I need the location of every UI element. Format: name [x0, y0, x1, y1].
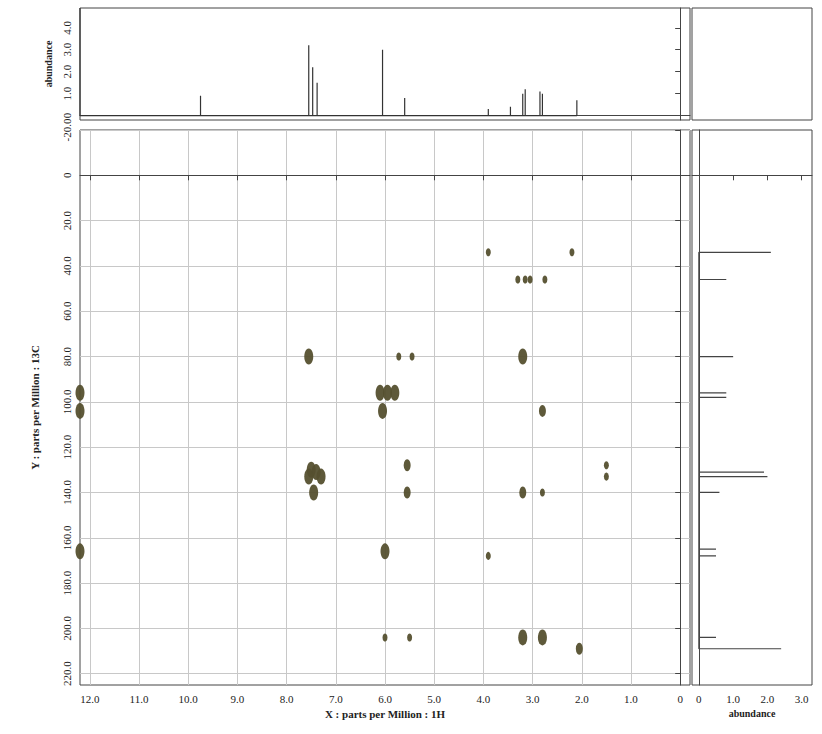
svg-text:X : parts per Million : 1H: X : parts per Million : 1H	[325, 708, 446, 720]
svg-text:3.0: 3.0	[526, 693, 540, 705]
svg-text:140.0: 140.0	[61, 480, 73, 505]
svg-text:40.0: 40.0	[61, 256, 73, 276]
svg-text:0: 0	[677, 693, 683, 705]
svg-text:4.0: 4.0	[61, 20, 73, 34]
svg-text:5.0: 5.0	[427, 693, 441, 705]
svg-text:2.0: 2.0	[61, 64, 73, 78]
svg-text:8.0: 8.0	[280, 693, 294, 705]
svg-text:abundance: abundance	[729, 708, 776, 719]
svg-text:2.0: 2.0	[575, 693, 589, 705]
svg-text:0: 0	[61, 112, 73, 118]
svg-text:3.0: 3.0	[795, 693, 809, 705]
svg-text:4.0: 4.0	[477, 693, 491, 705]
svg-text:60.0: 60.0	[61, 301, 73, 321]
svg-text:3.0: 3.0	[61, 42, 73, 56]
svg-text:0: 0	[61, 172, 73, 178]
svg-text:1.0: 1.0	[624, 693, 638, 705]
svg-text:12.0: 12.0	[80, 693, 100, 705]
svg-text:160.0: 160.0	[61, 525, 73, 550]
svg-text:0: 0	[696, 693, 702, 705]
svg-text:80.0: 80.0	[61, 346, 73, 366]
svg-text:220.0: 220.0	[61, 661, 73, 686]
svg-text:-20.0: -20.0	[61, 118, 73, 141]
svg-text:1.0: 1.0	[726, 693, 740, 705]
svg-text:120.0: 120.0	[61, 434, 73, 459]
svg-text:180.0: 180.0	[61, 570, 73, 595]
svg-text:10.0: 10.0	[179, 693, 199, 705]
svg-text:7.0: 7.0	[329, 693, 343, 705]
svg-text:6.0: 6.0	[378, 693, 392, 705]
svg-text:Y : parts per Million : 13C: Y : parts per Million : 13C	[29, 345, 41, 470]
svg-text:200.0: 200.0	[61, 615, 73, 640]
svg-text:20.0: 20.0	[61, 210, 73, 230]
svg-text:9.0: 9.0	[231, 693, 245, 705]
svg-text:1.0: 1.0	[61, 86, 73, 100]
svg-text:abundance: abundance	[43, 40, 54, 87]
svg-text:100.0: 100.0	[61, 389, 73, 414]
svg-text:11.0: 11.0	[130, 693, 149, 705]
svg-text:2.0: 2.0	[761, 693, 775, 705]
